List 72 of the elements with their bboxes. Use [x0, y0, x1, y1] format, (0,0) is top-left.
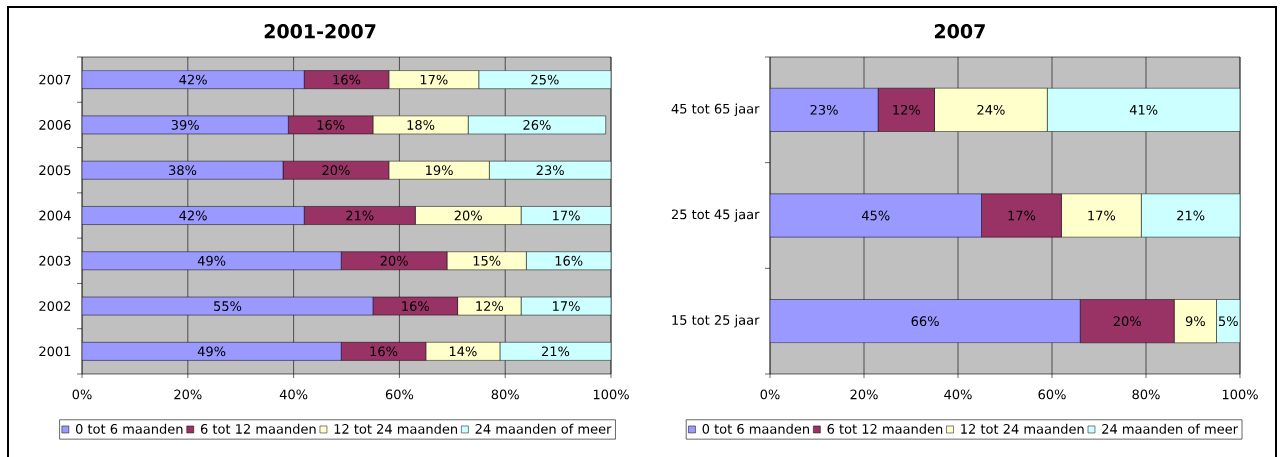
data-label: 16%: [333, 74, 361, 85]
data-label: 21%: [541, 346, 570, 357]
data-label: 49%: [197, 255, 226, 266]
data-label: 17%: [553, 210, 580, 221]
y-tick-label: 2005: [39, 165, 71, 176]
x-tick-label: 0%: [72, 389, 92, 400]
data-label: 42%: [179, 74, 207, 85]
y-tick-label: 45 tot 65 jaar: [671, 103, 760, 117]
legend-label: 12 tot 24 maanden: [961, 423, 1084, 434]
y-tick-label: 2001: [39, 346, 71, 357]
chart-title: 2007: [934, 24, 985, 39]
data-label: 42%: [179, 210, 207, 221]
x-tick-label: 40%: [944, 389, 972, 400]
data-label: 66%: [911, 316, 939, 327]
data-label: 20%: [1113, 316, 1141, 327]
data-label: 23%: [810, 104, 838, 115]
data-label: 24%: [977, 104, 1005, 115]
chart-title: 2001-2007: [264, 24, 376, 39]
data-label: 26%: [523, 120, 551, 130]
y-tick-label: 2007: [39, 74, 71, 85]
x-tick-label: 80%: [491, 389, 519, 400]
data-label: 12%: [893, 104, 921, 115]
x-tick-label: 100%: [1222, 389, 1258, 400]
legend-label: 6 tot 12 maanden: [200, 423, 316, 434]
legend-label: 0 tot 6 maanden: [702, 423, 809, 434]
legend-label: 24 maanden of meer: [1102, 423, 1239, 434]
x-tick-label: 60%: [385, 389, 414, 400]
data-label: 5%: [1218, 316, 1238, 327]
x-tick-label: 60%: [1038, 389, 1066, 400]
data-label: 17%: [1088, 210, 1116, 221]
data-label: 23%: [536, 165, 564, 176]
legend-label: 0 tot 6 maanden: [75, 423, 183, 434]
legend-label: 6 tot 12 maanden: [827, 423, 943, 434]
data-label: 20%: [322, 165, 350, 176]
data-label: 41%: [1129, 104, 1158, 115]
data-label: 55%: [214, 301, 242, 311]
legend-label: 12 tot 24 maanden: [334, 423, 458, 434]
data-label: 15%: [473, 255, 501, 266]
x-tick-label: 100%: [593, 389, 629, 400]
data-label: 49%: [197, 346, 226, 357]
x-tick-label: 40%: [279, 389, 308, 400]
data-label: 17%: [1008, 210, 1036, 221]
y-tick-label: 25 tot 45 jaar: [671, 209, 760, 222]
data-label: 20%: [454, 210, 482, 221]
data-label: 21%: [1177, 210, 1205, 221]
data-label: 17%: [420, 74, 448, 85]
data-label: 12%: [476, 301, 504, 311]
x-tick-label: 20%: [174, 389, 202, 400]
data-label: 16%: [370, 346, 398, 357]
data-label: 9%: [1185, 316, 1205, 327]
y-tick-label: 2002: [39, 301, 71, 311]
x-tick-label: 0%: [760, 389, 780, 400]
data-label: 14%: [449, 346, 477, 357]
x-tick-label: 20%: [850, 389, 878, 400]
data-label: 16%: [317, 120, 345, 130]
data-label: 38%: [169, 165, 197, 176]
data-label: 20%: [380, 255, 408, 266]
data-label: 25%: [531, 74, 559, 85]
data-label: 17%: [553, 301, 580, 311]
y-tick-label: 2004: [39, 210, 71, 221]
data-label: 21%: [346, 210, 374, 221]
data-label: 19%: [426, 165, 453, 176]
y-tick-label: 2003: [39, 255, 71, 266]
y-tick-label: 15 tot 25 jaar: [672, 314, 760, 328]
y-tick-label: 2006: [39, 120, 71, 130]
data-label: 18%: [407, 120, 435, 130]
data-label: 39%: [171, 120, 199, 130]
legend-label: 24 maanden of meer: [475, 423, 612, 434]
x-tick-label: 80%: [1132, 389, 1160, 400]
data-label: 16%: [402, 301, 430, 311]
data-label: 16%: [555, 255, 583, 266]
data-label: 45%: [861, 210, 890, 221]
